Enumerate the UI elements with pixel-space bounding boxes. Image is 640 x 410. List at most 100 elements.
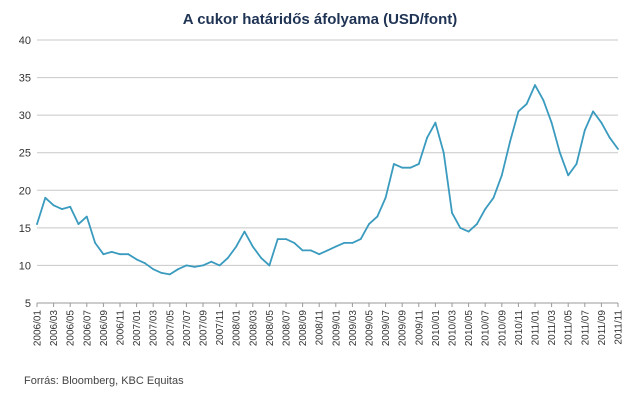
y-tick-label: 10 [19, 260, 31, 272]
grid-layer [37, 39, 618, 304]
x-tick-label: 2010/09 [497, 310, 508, 347]
x-tick-label: 2011/09 [597, 310, 608, 346]
data-point [417, 163, 420, 165]
x-tick-label: 2008/09 [298, 310, 309, 347]
data-point [550, 121, 553, 124]
y-tick-label: 35 [19, 73, 31, 85]
data-point [326, 249, 329, 252]
y-tick-label: 25 [19, 148, 31, 160]
series-line [36, 84, 619, 276]
data-point [509, 140, 511, 143]
x-tick-label: 2011/03 [547, 310, 558, 346]
data-point [251, 245, 254, 248]
data-point [160, 272, 163, 274]
data-point [301, 249, 304, 252]
x-tick-label: 2006/09 [99, 310, 110, 347]
data-point [152, 268, 155, 271]
chart-title: A cukor határidős áfolyama (USD/font) [183, 11, 457, 28]
x-tick-label: 2010/11 [514, 310, 525, 346]
data-point [268, 264, 271, 267]
data-point [227, 257, 229, 259]
x-axis: 2006/01 2006/03 2006/05 2006/07 2006/09 2006/… [33, 303, 625, 346]
x-tick-label: 2011/05 [564, 310, 575, 346]
data-point [310, 249, 312, 252]
data-point [210, 260, 213, 263]
data-point [442, 151, 445, 154]
data-point [500, 174, 503, 177]
y-tick-label: 15 [19, 223, 31, 235]
data-point [110, 251, 113, 253]
data-point [559, 151, 561, 154]
data-point [484, 208, 487, 211]
x-tick-label: 2006/01 [33, 310, 44, 347]
y-tick-label: 20 [19, 185, 31, 197]
x-tick-label: 2009/05 [365, 310, 376, 347]
data-point [393, 163, 395, 165]
data-point [583, 129, 586, 132]
chart-source: Forrás: Bloomberg, KBC Equitas [24, 375, 184, 387]
data-point [168, 273, 171, 276]
x-tick-label: 2007/05 [165, 310, 176, 347]
x-tick-label: 2010/07 [481, 310, 492, 347]
x-tick-label: 2009/09 [398, 310, 409, 347]
data-point [260, 257, 262, 259]
x-tick-label: 2007/07 [182, 310, 193, 347]
x-tick-label: 2009/07 [381, 310, 392, 347]
y-tick-label: 40 [19, 35, 31, 47]
x-tick-label: 2011/01 [531, 310, 542, 346]
x-tick-label: 2010/01 [431, 310, 442, 347]
data-point [144, 262, 146, 265]
x-tick-label: 2006/03 [49, 310, 60, 347]
x-tick-label: 2006/07 [82, 310, 93, 347]
data-point [334, 245, 337, 248]
x-tick-label: 2006/05 [66, 310, 77, 347]
data-point [185, 264, 188, 267]
data-point [351, 242, 354, 244]
x-tick-label: 2009/03 [348, 310, 359, 347]
x-tick-label: 2010/03 [448, 310, 459, 347]
x-tick-label: 2007/11 [215, 310, 226, 346]
y-tick-label: 30 [19, 110, 31, 122]
data-point [492, 196, 495, 199]
data-point [592, 110, 594, 113]
data-point [243, 230, 246, 233]
data-point [467, 230, 470, 233]
data-point [343, 242, 345, 244]
data-point [401, 166, 404, 169]
data-point [617, 148, 619, 150]
data-point [119, 253, 121, 256]
data-point [52, 204, 55, 207]
data-point [426, 136, 428, 139]
x-tick-label: 2011/07 [580, 310, 591, 346]
data-point [193, 266, 196, 268]
data-point [459, 227, 462, 229]
data-point [293, 242, 296, 244]
data-point [451, 211, 453, 214]
data-point [517, 110, 520, 113]
data-point [127, 253, 130, 256]
data-point [36, 223, 38, 226]
data-point [359, 238, 362, 241]
data-point [384, 196, 387, 199]
data-point [318, 253, 321, 256]
data-point [276, 238, 279, 241]
y-tick-label: 5 [25, 298, 31, 310]
x-tick-label: 2007/09 [199, 310, 210, 347]
data-point [69, 205, 72, 208]
data-point [368, 223, 370, 226]
data-point [135, 258, 138, 261]
data-point [376, 215, 379, 218]
data-point [575, 163, 578, 165]
data-point [600, 121, 603, 124]
data-point [202, 264, 204, 267]
data-point [94, 242, 96, 244]
data-point [235, 245, 238, 248]
x-tick-label: 2009/11 [414, 310, 425, 346]
x-tick-label: 2007/01 [132, 310, 143, 347]
data-point [61, 208, 63, 211]
data-point [567, 174, 570, 177]
data-point [525, 103, 528, 105]
data-point [177, 268, 180, 271]
